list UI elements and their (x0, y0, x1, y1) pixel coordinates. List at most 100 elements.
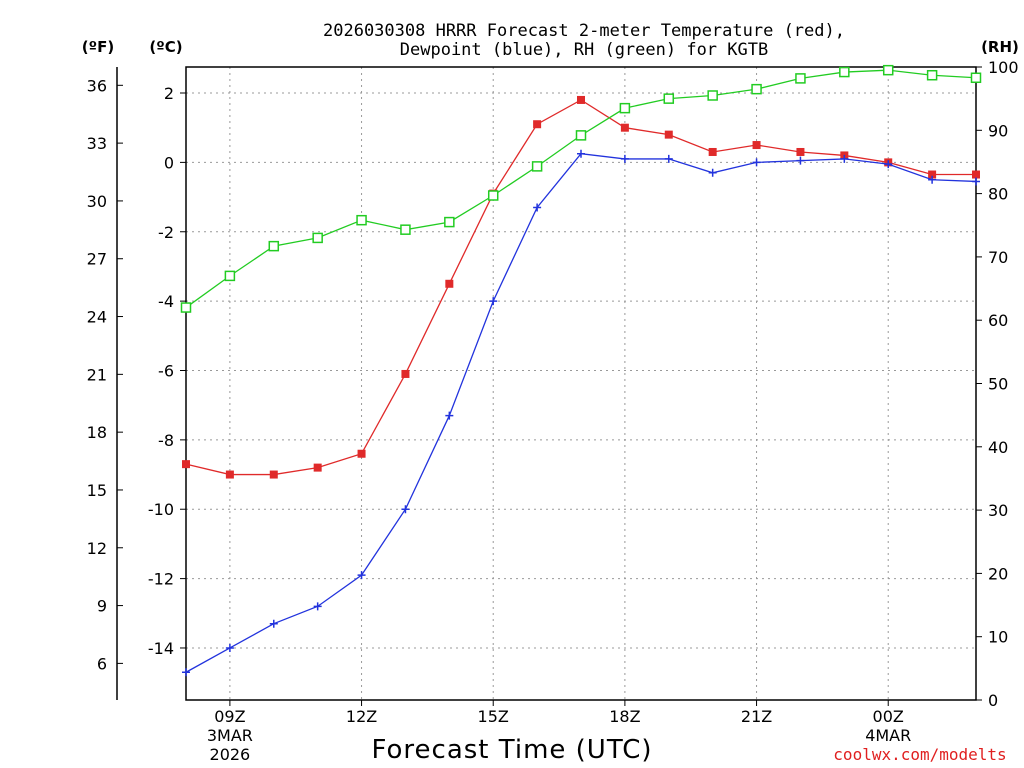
rh-point (531, 161, 543, 172)
axes (116, 66, 982, 706)
rh-point (970, 72, 982, 84)
rh-point (444, 216, 455, 228)
tick-labels: 20-2-4-6-8-10-12-14363330272421181512961… (87, 58, 1019, 764)
temperature-point (664, 130, 673, 139)
dewpoint-point (401, 505, 410, 514)
series-line-dewpoint (185, 153, 977, 673)
fahrenheit-tick-label: 21 (87, 365, 107, 384)
credit-link[interactable]: coolwx.com/modelts (833, 745, 1006, 764)
rh-point (356, 214, 367, 226)
fahrenheit-tick-label: 27 (87, 250, 107, 269)
rh-point (795, 73, 806, 84)
dewpoint-point (577, 149, 585, 158)
temperature-point (357, 449, 366, 458)
unit-label-celsius: (ºC) (149, 38, 182, 56)
dewpoint-point (533, 203, 542, 212)
dewpoint-point (313, 602, 322, 611)
fahrenheit-tick-label: 12 (87, 539, 107, 558)
rh-point (575, 130, 587, 141)
x-tick-label: 00Z (873, 707, 904, 726)
celsius-tick-label: -4 (158, 292, 174, 311)
rh-tick-label: 0 (988, 691, 998, 710)
dewpoint-point (445, 411, 454, 420)
x-tick-label: 21Z (741, 707, 772, 726)
rh-tick-label: 20 (988, 564, 1008, 583)
rh-tick-label: 80 (988, 185, 1008, 204)
rh-point (839, 66, 850, 78)
temperature-point (445, 279, 454, 288)
series-dewpoint (182, 149, 980, 677)
fahrenheit-tick-label: 30 (87, 192, 107, 211)
celsius-tick-label: -6 (158, 361, 174, 380)
rh-tick-label: 10 (988, 628, 1008, 647)
celsius-tick-label: -14 (148, 639, 174, 658)
temperature-point (620, 123, 629, 132)
fahrenheit-tick-label: 9 (97, 597, 107, 616)
unit-label-fahrenheit: (ºF) (82, 38, 114, 56)
series-layer (180, 64, 982, 677)
dewpoint-point (225, 643, 234, 652)
rh-point (180, 302, 192, 313)
plot-frame (185, 66, 977, 701)
celsius-tick-label: -2 (158, 223, 174, 242)
temperature-point (796, 147, 805, 156)
rh-point (268, 240, 280, 252)
rh-tick-label: 100 (988, 58, 1019, 77)
temperature-point (269, 470, 278, 479)
temperature-point (401, 369, 410, 378)
dewpoint-point (884, 160, 893, 169)
celsius-tick-label: -12 (148, 570, 174, 589)
temperature-point (577, 95, 585, 104)
x-tick-date: 4MAR (865, 726, 911, 745)
celsius-tick-label: -10 (148, 500, 174, 519)
celsius-tick-label: 0 (164, 153, 174, 172)
rh-tick-label: 40 (988, 438, 1008, 457)
dewpoint-point (489, 297, 498, 306)
rh-point (619, 102, 631, 114)
rh-tick-label: 50 (988, 375, 1008, 394)
fahrenheit-tick-label: 24 (87, 308, 107, 327)
dewpoint-point (664, 154, 673, 163)
rh-point (751, 83, 762, 95)
rh-point (487, 190, 499, 201)
rh-tick-label: 60 (988, 311, 1008, 330)
chart-title-line2: Dewpoint (blue), RH (green) for KGTB (400, 40, 768, 60)
fahrenheit-tick-label: 33 (87, 134, 107, 153)
temperature-point (313, 463, 322, 472)
unit-label-rh: (RH) (981, 38, 1019, 56)
rh-point (882, 64, 894, 76)
dewpoint-point (357, 571, 366, 580)
dewpoint-point (796, 156, 805, 165)
chart-title-line1: 2026030308 HRRR Forecast 2-meter Tempera… (323, 21, 845, 41)
fahrenheit-tick-label: 6 (97, 654, 107, 673)
dewpoint-point (752, 158, 761, 167)
rh-tick-label: 70 (988, 248, 1008, 267)
dewpoint-point (972, 177, 980, 186)
x-tick-date: 3MAR (207, 726, 253, 745)
temperature-point (752, 141, 761, 150)
dewpoint-point (840, 154, 849, 163)
x-tick-label: 18Z (609, 707, 640, 726)
series-line-rh (185, 69, 977, 309)
x-tick-year: 2026 (210, 745, 251, 764)
dewpoint-point (928, 175, 937, 184)
rh-point (926, 69, 938, 81)
rh-point (312, 232, 323, 244)
temperature-point (708, 147, 717, 156)
temperature-point (533, 120, 542, 129)
temperature-point (225, 470, 234, 479)
temperature-point (972, 170, 980, 179)
rh-point (707, 90, 718, 101)
x-tick-label: 15Z (478, 707, 509, 726)
fahrenheit-tick-label: 15 (87, 481, 107, 500)
rh-point (663, 93, 675, 104)
fahrenheit-tick-label: 36 (87, 76, 107, 95)
dewpoint-point (182, 668, 190, 677)
celsius-tick-label: -8 (158, 431, 174, 450)
dewpoint-point (620, 154, 629, 163)
dewpoint-point (269, 619, 278, 628)
dewpoint-point (708, 168, 717, 177)
temperature-point (182, 460, 190, 469)
x-tick-label: 12Z (346, 707, 377, 726)
x-tick-label: 09Z (214, 707, 245, 726)
